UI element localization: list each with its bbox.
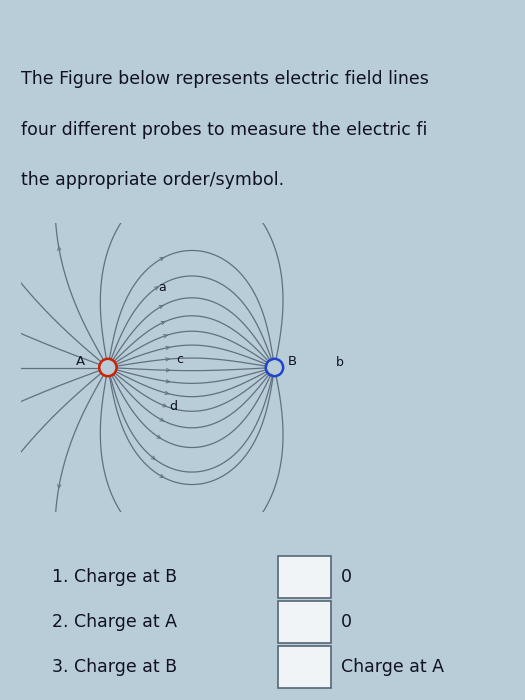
Text: 3. Charge at B: 3. Charge at B: [52, 658, 177, 676]
FancyBboxPatch shape: [278, 646, 331, 688]
Text: d: d: [170, 400, 177, 412]
Text: The Figure below represents electric field lines: The Figure below represents electric fie…: [21, 71, 429, 88]
FancyBboxPatch shape: [278, 556, 331, 598]
Text: b: b: [336, 356, 344, 369]
Text: 0: 0: [341, 612, 352, 631]
Text: 2. Charge at A: 2. Charge at A: [52, 612, 177, 631]
Text: the appropriate order/symbol.: the appropriate order/symbol.: [21, 171, 284, 189]
Text: 1. Charge at B: 1. Charge at B: [52, 568, 177, 586]
Text: B: B: [288, 355, 297, 368]
Text: c: c: [177, 354, 184, 366]
Text: Charge at A: Charge at A: [341, 658, 444, 676]
Text: 0: 0: [341, 568, 352, 586]
Text: a: a: [159, 281, 166, 295]
Text: A: A: [76, 355, 85, 368]
FancyBboxPatch shape: [278, 601, 331, 643]
Text: four different probes to measure the electric fi: four different probes to measure the ele…: [21, 120, 427, 139]
